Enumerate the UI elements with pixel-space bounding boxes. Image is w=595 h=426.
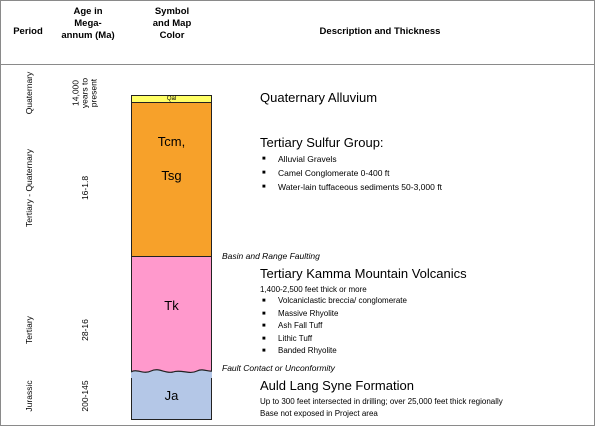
list-item: Ash Fall Tuff <box>262 320 407 333</box>
unit-tsg-symbol: Tsg <box>161 168 182 183</box>
tsg-list: Alluvial Gravels Camel Conglomerate 0-40… <box>262 152 442 194</box>
header-symbol-line3: Color <box>159 30 185 41</box>
unit-tcm-tsg <box>131 102 212 257</box>
tk-thickness: 1,400-2,500 feet thick or more <box>260 285 367 294</box>
header-symbol-line1: Symbol <box>154 6 190 17</box>
header-age-line3: annum (Ma) <box>61 30 115 41</box>
ja-note-2: Base not exposed in Project area <box>260 409 378 418</box>
age-tertiary: 28-16 <box>80 319 90 341</box>
list-item: Volcaniclastic breccia/ conglomerate <box>262 295 407 308</box>
list-item: Banded Rhyolite <box>262 345 407 358</box>
list-item: Lithic Tuff <box>262 333 407 346</box>
list-item: Massive Rhyolite <box>262 308 407 321</box>
header-symbol: Symbol and Map Color <box>132 6 212 42</box>
ja-note-1: Up to 300 feet intersected in drilling; … <box>260 397 503 406</box>
ja-title: Auld Lang Syne Formation <box>260 378 414 393</box>
header-age-line1: Age in <box>73 6 103 17</box>
header-symbol-line2: and Map <box>152 18 192 29</box>
header-age: Age in Mega- annum (Ma) <box>58 6 118 42</box>
unit-tk-symbol: Tk <box>164 298 179 313</box>
age-tertiary-quaternary: 16-1.8 <box>80 175 90 201</box>
period-jurassic: Jurassic <box>24 380 34 412</box>
fault-contact-label: Fault Contact or Unconformity <box>222 363 335 373</box>
list-item: Camel Conglomerate 0-400 ft <box>262 166 442 180</box>
unit-ja-symbol: Ja <box>164 388 179 403</box>
unit-qal <box>131 95 212 103</box>
age-jurassic: 200-145 <box>80 380 90 412</box>
period-tertiary-quaternary: Tertiary - Quaternary <box>24 149 34 227</box>
age-quaternary: 14,000 years to present <box>70 77 99 109</box>
qal-title: Quaternary Alluvium <box>260 90 378 105</box>
unit-tcm-symbol: Tcm, <box>157 134 186 149</box>
unconformity-contact <box>131 369 212 378</box>
header-period: Period <box>13 26 43 37</box>
tk-list: Volcaniclastic breccia/ conglomerate Mas… <box>262 295 407 358</box>
basin-range-label: Basin and Range Faulting <box>222 251 320 261</box>
tk-title: Tertiary Kamma Mountain Volcanics <box>260 266 467 281</box>
period-tertiary: Tertiary <box>24 316 34 344</box>
header-description: Description and Thickness <box>319 26 441 37</box>
unit-qal-symbol: Qal <box>166 96 177 102</box>
list-item: Alluvial Gravels <box>262 152 442 166</box>
period-quaternary: Quaternary <box>24 71 34 115</box>
list-item: Water-lain tuffaceous sediments 50-3,000… <box>262 180 442 194</box>
header-divider <box>0 64 595 65</box>
unit-tk <box>131 256 212 374</box>
header-age-line2: Mega- <box>74 18 102 29</box>
tsg-title: Tertiary Sulfur Group: <box>260 135 384 150</box>
